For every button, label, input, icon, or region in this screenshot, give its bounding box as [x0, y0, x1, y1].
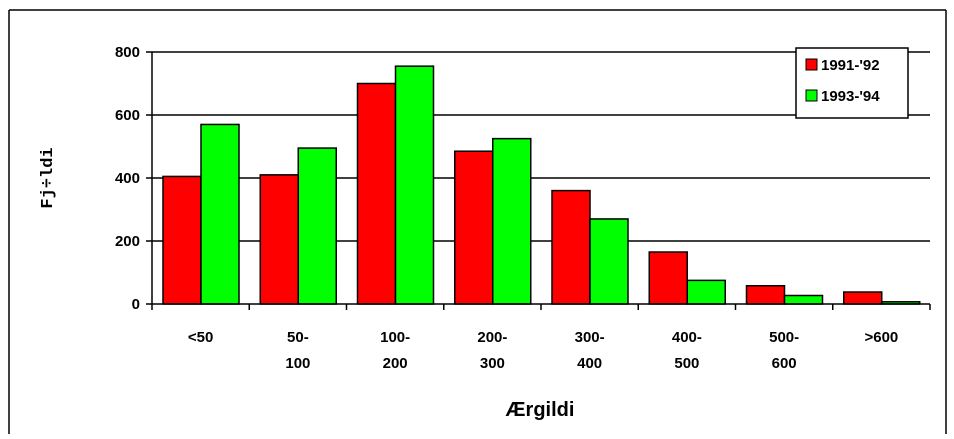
x-tick-label-line: 100- [380, 329, 410, 346]
axes [146, 51, 931, 310]
x-tick-label: 400- 500 [672, 329, 702, 372]
x-tick-label: >600 [864, 329, 898, 346]
x-tick-label-line: 500 [674, 355, 699, 372]
x-tick-label-line: <50 [188, 329, 213, 346]
bar-series2-0 [200, 123, 240, 305]
x-tick-label: 200- 300 [477, 329, 507, 372]
x-tick-label-line: 50- [287, 329, 309, 346]
y-tick-label: 600 [115, 107, 140, 124]
x-tick-label: <50 [188, 329, 213, 346]
y-tick-label: 800 [115, 44, 140, 61]
bar-series1-4 [551, 189, 591, 305]
y-axis-label: Fj÷ldi [39, 147, 58, 208]
x-tick-label-line: 400 [577, 355, 602, 372]
y-tick-label: 400 [115, 170, 140, 187]
x-tick-label-line: 500- [769, 329, 799, 346]
bar-series1-7 [843, 291, 883, 305]
x-tick-label-line: 100 [285, 355, 310, 372]
y-tick-label: 0 [132, 296, 140, 313]
legend-swatch-1 [805, 58, 818, 71]
bar-series2-4 [589, 218, 629, 305]
x-tick-label-line: >600 [864, 329, 898, 346]
x-tick-label: 50- 100 [285, 329, 310, 372]
y-tick-labels: 0 200 400 600 800 [115, 44, 140, 313]
legend: 1991-'92 1993-'94 [795, 47, 909, 119]
legend-label-1: 1991-'92 [821, 57, 880, 74]
legend-label-2: 1993-'94 [821, 88, 880, 105]
x-tick-label-line: 400- [672, 329, 702, 346]
x-tick-label-line: 300- [575, 329, 605, 346]
bar-series1-3 [454, 150, 494, 305]
bar-series1-5 [648, 251, 688, 305]
bar-series1-6 [745, 284, 786, 305]
x-tick-label-line: 600 [772, 355, 797, 372]
bar-series2-1 [297, 147, 337, 305]
bar-series1-1 [259, 174, 299, 305]
x-tick-label: 100- 200 [380, 329, 410, 372]
x-tick-label: 500- 600 [769, 329, 799, 372]
bar-series2-3 [492, 137, 532, 305]
x-tick-labels: <50 50- 100 100- 200 200- 300 300- 400 400- 500 500… [188, 329, 898, 372]
x-axis-label: Ærgildi [506, 399, 575, 421]
bars [162, 65, 921, 305]
bar-series2-5 [686, 279, 726, 305]
x-tick-label-line: 200 [383, 355, 408, 372]
bar-series2-2 [394, 65, 435, 305]
legend-swatch-2 [805, 89, 818, 102]
x-tick-label-line: 200- [477, 329, 507, 346]
bar-series2-6 [783, 294, 824, 305]
x-tick-label: 300- 400 [575, 329, 605, 372]
bar-series1-2 [356, 82, 397, 305]
bar-series1-0 [162, 175, 202, 305]
x-tick-label-line: 300 [480, 355, 505, 372]
y-tick-label: 200 [115, 233, 140, 250]
